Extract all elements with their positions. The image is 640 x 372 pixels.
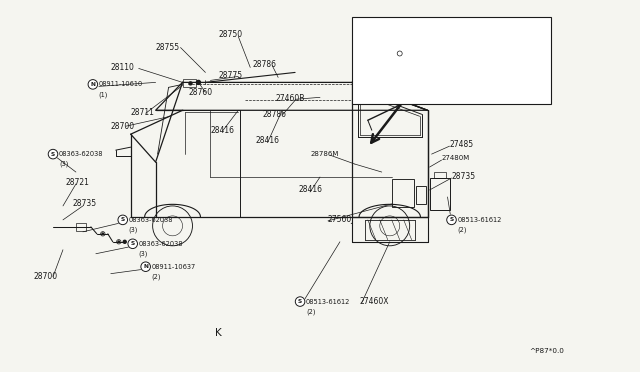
Text: S: S [131,241,135,246]
Text: 28416: 28416 [298,186,322,195]
Circle shape [447,215,456,225]
Text: 28735: 28735 [451,171,476,180]
Text: (2): (2) [458,227,467,233]
Text: 08513-61612: 08513-61612 [458,217,502,223]
Bar [433,172,445,178]
Text: 28700: 28700 [33,272,57,281]
Text: (3): (3) [129,227,138,233]
Text: 28460H: 28460H [456,22,483,28]
Text: 08363-62038: 08363-62038 [129,217,173,223]
Text: K: K [424,90,429,99]
Text: 28735: 28735 [73,199,97,208]
Bar [415,186,426,204]
Text: 08363-62038: 08363-62038 [59,151,104,157]
Circle shape [124,240,126,243]
Bar [352,17,551,104]
Circle shape [128,239,138,248]
Text: 28700: 28700 [111,122,135,131]
Text: 27485: 27485 [449,140,474,149]
Text: N: N [143,264,148,269]
Text: S: S [121,217,125,222]
Circle shape [48,149,58,159]
Text: 28110: 28110 [111,63,134,72]
Text: 08363-62038: 08363-62038 [139,241,183,247]
Text: 28760: 28760 [189,88,212,97]
Text: (2): (2) [306,308,316,315]
Text: S: S [449,217,454,222]
Text: 28750: 28750 [218,30,243,39]
Circle shape [102,233,104,235]
Text: 08911-10610: 08911-10610 [99,81,143,87]
Bar [182,79,196,87]
Text: (3): (3) [139,250,148,257]
Text: 28755: 28755 [156,43,180,52]
Text: 28786: 28786 [252,60,276,69]
Text: K: K [516,90,521,99]
Circle shape [118,215,127,225]
Text: (1): (1) [99,91,108,97]
Text: (2): (2) [152,273,161,280]
Text: (3): (3) [59,161,68,167]
Text: 28711: 28711 [131,108,155,117]
Text: 28460H: 28460H [382,92,409,97]
Text: 28775: 28775 [218,71,243,80]
Text: 28786M: 28786M [310,151,339,157]
Bar [76,223,86,231]
Bar [392,179,413,207]
Text: 27480M: 27480M [442,155,470,161]
Circle shape [196,80,200,84]
Bar [429,178,449,210]
Text: 08911-10637: 08911-10637 [152,264,196,270]
Text: S: S [298,299,302,304]
Text: N: N [90,82,95,87]
Text: 27560J: 27560J [328,215,355,224]
Text: ^P87*0.0: ^P87*0.0 [529,349,564,355]
Text: 28416: 28416 [255,136,279,145]
Text: 27460B: 27460B [275,94,305,103]
Circle shape [189,82,192,85]
Text: 28416: 28416 [211,126,234,135]
Text: K: K [215,328,221,339]
Text: 28721: 28721 [66,177,90,186]
Circle shape [141,262,150,272]
Circle shape [88,80,98,89]
Text: 28460H: 28460H [354,22,381,28]
Text: 27460X: 27460X [360,297,389,306]
Circle shape [295,297,305,307]
Text: 08513-61612: 08513-61612 [306,299,351,305]
Text: 28786: 28786 [262,110,286,119]
Circle shape [118,241,120,243]
Text: S: S [51,152,55,157]
